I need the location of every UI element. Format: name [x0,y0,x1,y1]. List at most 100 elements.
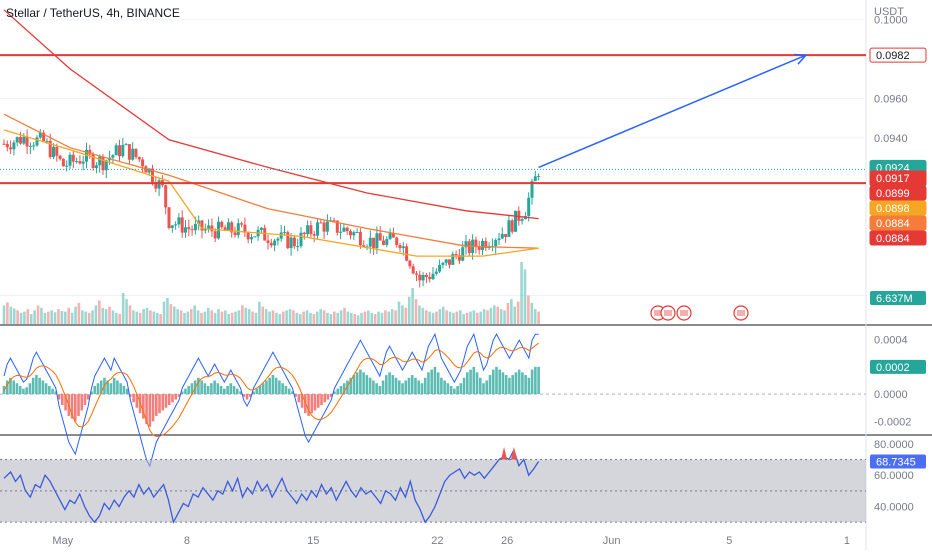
macd-histogram-bar [229,383,233,395]
volume-bar [196,310,200,324]
rsi-overbought-mark [501,446,508,460]
macd-histogram-bar [164,394,168,408]
volume-bar [353,314,357,324]
candle-body [382,240,385,245]
candle-body [55,146,59,156]
candle-body [421,275,425,281]
volume-bar [394,310,397,324]
candle-body [75,161,79,163]
candle-body [38,132,42,138]
macd-value-tag [870,359,926,374]
volume-bar [421,307,425,324]
volume-bar [183,312,186,324]
candle-body [28,145,32,147]
volume-bar [373,314,377,324]
macd-histogram-bar [161,394,165,411]
macd-histogram-bar [57,394,61,400]
volume-bar [315,311,319,324]
macd-histogram-bar [436,372,440,395]
candle-body [164,185,168,208]
volume-bar [387,311,391,324]
macd-histogram-bar [210,383,213,395]
candle-body [375,233,379,249]
candle-body [405,246,409,261]
volume-bar [145,307,149,324]
candle-body [220,221,224,228]
macd-histogram-bar [456,385,459,395]
price-tick-label: 0.0940 [874,133,908,145]
candle-body [497,238,501,241]
macd-histogram-bar [388,372,391,395]
macd-histogram-bar [83,394,87,406]
macd-tick-label: -0.0002 [874,416,911,428]
candle-body [273,240,277,246]
symbol-title: Stellar / TetherUS, 4h, BINANCE [6,6,180,20]
candle-body [61,158,65,167]
candle-body [137,157,141,160]
macd-histogram-bar [430,369,433,395]
volume-bar [264,309,268,324]
candle-body [134,148,138,158]
price-tag-label: 0.0982 [876,50,910,62]
candle-body [263,227,267,241]
macd-histogram-bar [268,377,271,395]
macd-line [3,332,539,468]
macd-histogram-bar [258,385,262,395]
price-tag-label: 0.0899 [876,188,910,200]
candle-body [240,223,244,225]
volume-bar [176,309,179,324]
candle-body [19,137,22,144]
candle-body [52,146,55,158]
macd-histogram-bar [265,380,268,395]
candle-body [253,236,257,238]
macd-histogram-bar [462,377,466,395]
macd-histogram-bar [190,383,194,395]
volume-bar [210,310,214,324]
time-tick-label: 26 [501,535,513,547]
candle-body [131,148,135,160]
volume-bar [16,310,19,324]
projection-arrow-line[interactable] [538,54,807,169]
macd-histogram-bar [216,383,220,395]
macd-histogram-bar [511,375,514,395]
volume-bar [125,299,128,324]
macd-histogram-bar [93,385,97,395]
macd-histogram-bar [488,375,492,395]
candle-body [78,161,82,164]
volume-bar [424,310,428,324]
volume-bar [23,311,26,324]
macd-histogram-bar [410,375,414,395]
candle-body [111,155,115,158]
macd-histogram-bar [213,380,216,395]
macd-histogram-bar [278,380,281,395]
macd-histogram-bar [397,380,401,395]
volume-bar [292,310,295,324]
macd-histogram-bar [167,394,171,406]
macd-histogram-bar [116,380,119,395]
volume-bar [162,301,166,324]
macd-histogram-bar [18,385,22,395]
candle-body [167,207,171,229]
candle-body [378,233,382,241]
candle-body [391,233,395,238]
macd-histogram-bar [274,377,278,395]
macd-histogram-bar [537,366,540,395]
macd-histogram-bar [255,388,259,395]
candle-body [428,277,432,280]
macd-histogram-bar [80,394,84,411]
macd-histogram-bar [48,385,51,395]
macd-histogram-bar [440,377,443,395]
macd-histogram-bar [417,380,421,395]
candle-body [68,154,72,166]
candle-body [9,147,13,150]
time-tick-label: 5 [726,535,732,547]
volume-bar [241,305,244,324]
candle-body [302,232,306,235]
price-tick-label: 0.0960 [874,93,908,105]
macd-histogram-bar [530,369,534,395]
macd-histogram-bar [294,394,297,397]
volume-bar [213,312,217,324]
macd-histogram-bar [239,391,242,395]
